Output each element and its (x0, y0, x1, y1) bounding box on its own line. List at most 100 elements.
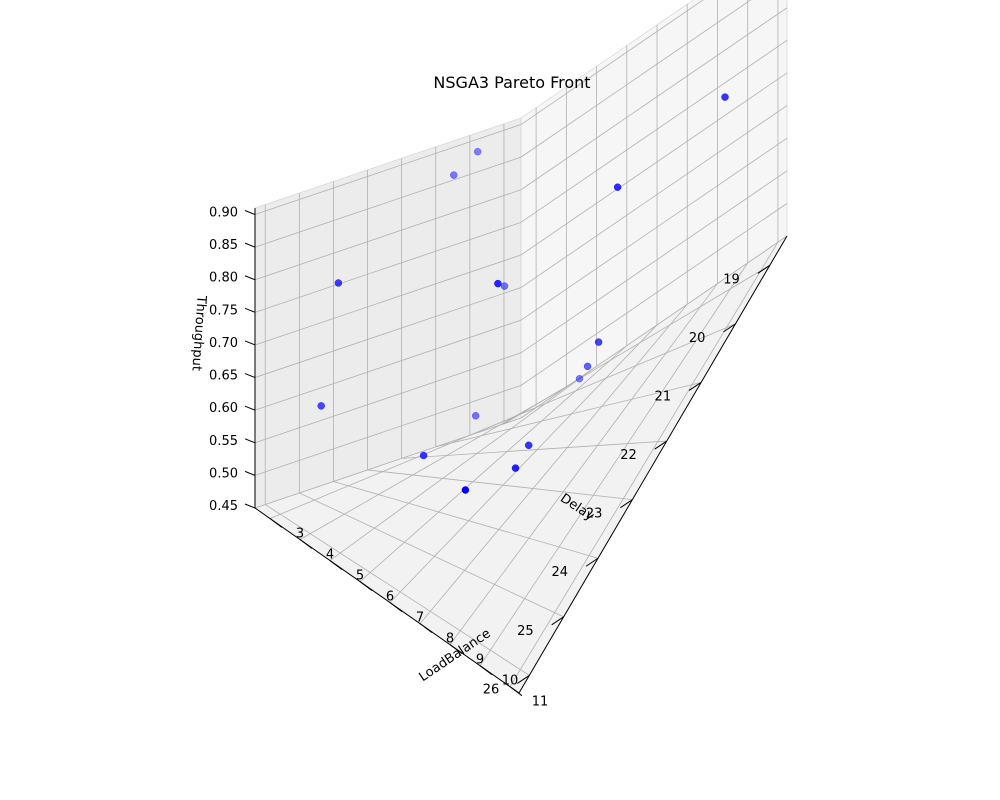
x-axis-line (254, 507, 520, 694)
y-tick-mark (723, 323, 736, 333)
grid-line-y-floor (299, 492, 564, 618)
y-tick-label: 26 (483, 682, 500, 697)
y-tick-mark (654, 440, 668, 450)
y-tick-mark (620, 499, 633, 509)
grid-line-z-right (520, 105, 788, 288)
grid-line-z-right (520, 40, 788, 223)
data-point (471, 412, 480, 420)
grid-line-z-left (254, 319, 522, 411)
grid-line-z-left (254, 352, 522, 444)
data-point (494, 279, 502, 288)
z-tick-label: 0.60 (209, 401, 238, 416)
y-tick-mark (585, 557, 599, 567)
z-tick-label: 0.45 (209, 499, 238, 514)
grid-line-z-right (520, 137, 788, 321)
y-tick-label: 22 (620, 448, 637, 463)
grid-line-y-floor (503, 264, 771, 425)
data-point (575, 374, 584, 383)
grid-lines (254, 0, 788, 687)
data-point (317, 402, 325, 410)
z-tick-label: 0.85 (209, 238, 238, 253)
x-tick-mark (449, 644, 463, 655)
z-tick-mark (244, 275, 256, 281)
x-tick-label: 3 (296, 527, 304, 542)
y-tick-mark (688, 382, 702, 391)
z-tick-mark (244, 242, 256, 248)
z-axis-label: Throughput (188, 294, 208, 371)
y-tick-mark (757, 264, 771, 274)
x-tick-mark (479, 665, 493, 676)
chart-title: NSGA3 Pareto Front (433, 73, 590, 92)
y-tick-mark (551, 616, 564, 626)
z-tick-mark (244, 210, 256, 215)
z-tick-mark (244, 340, 256, 346)
data-point (613, 183, 622, 191)
z-tick-label: 0.50 (209, 466, 238, 481)
x-tick-label: 6 (386, 590, 394, 605)
grid-line-z-left (254, 287, 522, 378)
z-tick-mark (244, 438, 256, 444)
z-tick-label: 0.55 (209, 434, 238, 449)
grid-line-z-left (254, 189, 522, 281)
data-point (500, 282, 509, 290)
x-tick-label: 8 (446, 632, 454, 647)
x-tick-mark (299, 539, 313, 549)
x-tick-mark (329, 560, 343, 570)
x-tick-label: 10 (502, 674, 519, 689)
data-points (317, 93, 729, 494)
grid-line-z-right (520, 0, 752, 158)
grid-line-y-floor (435, 382, 702, 448)
y-tick-label: 20 (689, 331, 706, 346)
z-tick-label: 0.90 (209, 206, 238, 221)
grid-line-z-right (520, 0, 704, 125)
y-tick-label: 25 (517, 624, 534, 639)
grid-line-z-left (254, 156, 522, 248)
data-point (583, 362, 592, 371)
grid-line-z-left (254, 254, 522, 346)
x-tick-label: 9 (476, 653, 484, 668)
axis-lines (244, 208, 788, 697)
grid-line-y-floor (333, 481, 599, 559)
y-tick-label: 23 (586, 507, 603, 522)
x-tick-label: 4 (326, 548, 334, 563)
grid-line-z-right (520, 203, 788, 386)
y-tick-label: 24 (551, 565, 568, 580)
data-point (524, 441, 533, 450)
grid-line-z-left (254, 221, 522, 313)
x-tick-label: 11 (532, 695, 549, 710)
z-tick-label: 0.80 (209, 271, 238, 286)
data-point (334, 279, 343, 287)
z-tick-label: 0.70 (209, 336, 238, 351)
y-tick-label: 21 (655, 389, 672, 404)
z-tick-mark (244, 373, 256, 379)
grid-line-z-right (520, 72, 788, 256)
data-point (721, 93, 729, 101)
data-point (419, 451, 428, 460)
data-point (511, 464, 520, 472)
z-tick-mark (244, 405, 256, 411)
grid-line-y-floor (469, 323, 736, 436)
tick-labels: 3 4 5 6 7 8 9 10 11 19 20 21 22 23 24 25 26 0.45 0.50 0.55 0… (209, 206, 740, 710)
z-tick-mark (244, 503, 256, 509)
x-tick-label: 7 (416, 611, 424, 626)
z-tick-label: 0.75 (209, 303, 238, 318)
grid-line-y-floor (401, 440, 667, 459)
axis-panes (254, 0, 788, 694)
grid-line-y-floor (367, 469, 633, 501)
x-tick-label: 5 (356, 569, 364, 584)
grid-line-z-right (520, 7, 788, 191)
data-point (450, 171, 458, 179)
data-point (594, 338, 603, 346)
grid-line-y-floor (265, 504, 530, 676)
grid-line-z-right (520, 170, 788, 354)
grid-line-z-right (520, 235, 788, 419)
z-tick-mark (244, 470, 256, 476)
x-tick-mark (359, 581, 373, 591)
grid-line-z-left (254, 124, 522, 215)
x-tick-mark (389, 602, 403, 613)
x-tick-mark (269, 518, 283, 528)
grid-line-z-left (254, 417, 522, 509)
data-point (461, 486, 470, 494)
